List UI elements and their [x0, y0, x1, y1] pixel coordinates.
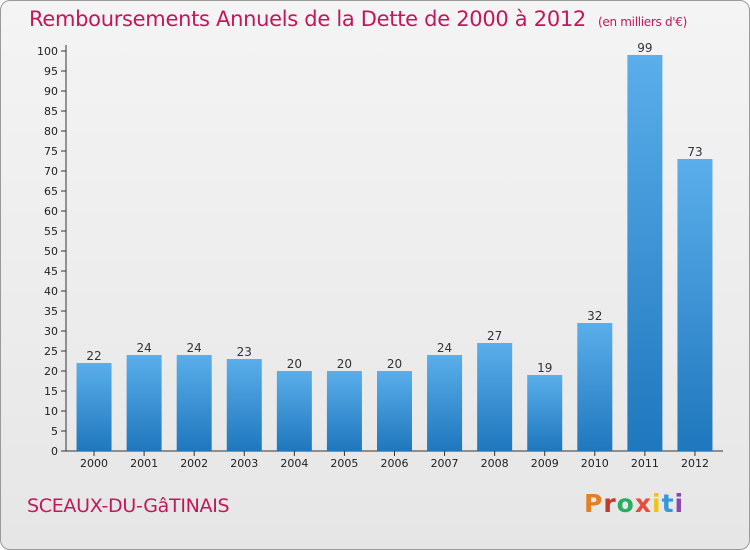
bar-2008	[477, 343, 513, 451]
x-tick-label-2000: 2000	[80, 457, 108, 470]
data-label-2004: 20	[287, 357, 302, 371]
y-tick-label: 90	[44, 85, 58, 98]
chart-title-text: Remboursements Annuels de la Dette de 20…	[29, 7, 586, 31]
y-tick-label: 80	[44, 125, 58, 138]
y-tick-label: 55	[44, 225, 58, 238]
data-label-2009: 19	[537, 361, 552, 375]
y-tick-label: 85	[44, 105, 58, 118]
data-label-2007: 24	[437, 341, 452, 355]
y-tick-label: 100	[37, 45, 58, 58]
city-name: SCEAUX-DU-GâTINAIS	[27, 495, 230, 517]
bar-2009	[527, 375, 563, 451]
data-label-2002: 24	[187, 341, 202, 355]
bar-2001	[126, 355, 162, 451]
bar-2006	[377, 371, 412, 451]
data-label-2011: 99	[637, 41, 652, 55]
x-tick-label-2006: 2006	[381, 457, 409, 470]
y-tick-label: 50	[44, 245, 58, 258]
bar-2012	[677, 159, 713, 451]
logo-letter: x	[634, 489, 652, 518]
bar-2005	[326, 371, 362, 451]
data-label-2005: 20	[337, 357, 352, 371]
chart-axes: 0 5 10 15 20 25 30 35 40 45 50 55 60 65 70 75 80 85 90 95 10…	[37, 45, 723, 470]
logo-letter: i	[652, 489, 662, 518]
logo-letter: o	[616, 489, 635, 518]
bar-2004	[276, 371, 312, 451]
x-tick-label-2010: 2010	[581, 457, 609, 470]
data-label-2012: 73	[687, 145, 702, 159]
x-tick-label-2009: 2009	[531, 457, 559, 470]
y-tick-label: 0	[51, 445, 58, 458]
logo-letter: t	[661, 489, 675, 518]
x-tick-label-2002: 2002	[180, 457, 208, 470]
y-tick-label: 70	[44, 165, 58, 178]
x-tick-label-2007: 2007	[431, 457, 459, 470]
y-tick-label: 65	[44, 185, 58, 198]
x-tick-label-2005: 2005	[330, 457, 358, 470]
logo-letter: r	[603, 489, 617, 518]
chart-bars: 22 24 24 23 20 20 20 24 27 19 32 99 73	[76, 41, 713, 451]
y-tick-label: 35	[44, 305, 58, 318]
y-tick-label: 30	[44, 325, 58, 338]
bar-2011	[627, 55, 663, 451]
y-tick-label: 25	[44, 345, 58, 358]
proxiti-logo[interactable]: Proxiti	[584, 489, 684, 518]
bar-2007	[427, 355, 463, 451]
bar-2010	[577, 323, 613, 451]
x-tick-label-2012: 2012	[681, 457, 709, 470]
chart-unit: (en milliers d'€)	[598, 15, 688, 29]
bar-2002	[176, 355, 212, 451]
x-tick-label-2001: 2001	[130, 457, 158, 470]
y-tick-label: 5	[51, 425, 58, 438]
x-tick-label-2008: 2008	[481, 457, 509, 470]
y-tick-label: 95	[44, 65, 58, 78]
y-tick-label: 75	[44, 145, 58, 158]
data-label-2006: 20	[387, 357, 402, 371]
data-label-2010: 32	[587, 309, 602, 323]
x-tick-label-2011: 2011	[631, 457, 659, 470]
y-tick-label: 40	[44, 285, 58, 298]
x-tick-label-2003: 2003	[230, 457, 258, 470]
data-label-2001: 24	[136, 341, 151, 355]
y-tick-label: 45	[44, 265, 58, 278]
y-tick-label: 60	[44, 205, 58, 218]
y-tick-label: 20	[44, 365, 58, 378]
data-label-2003: 23	[237, 345, 252, 359]
y-tick-label: 10	[44, 405, 58, 418]
bar-2000	[76, 363, 112, 451]
logo-letter: P	[584, 489, 604, 518]
logo-letter: i	[674, 489, 685, 518]
data-label-2008: 27	[487, 329, 502, 343]
y-tick-label: 15	[44, 385, 58, 398]
chart-title: Remboursements Annuels de la Dette de 20…	[29, 7, 687, 31]
bar-2003	[226, 359, 262, 451]
data-label-2000: 22	[86, 349, 101, 363]
x-tick-label-2004: 2004	[280, 457, 308, 470]
